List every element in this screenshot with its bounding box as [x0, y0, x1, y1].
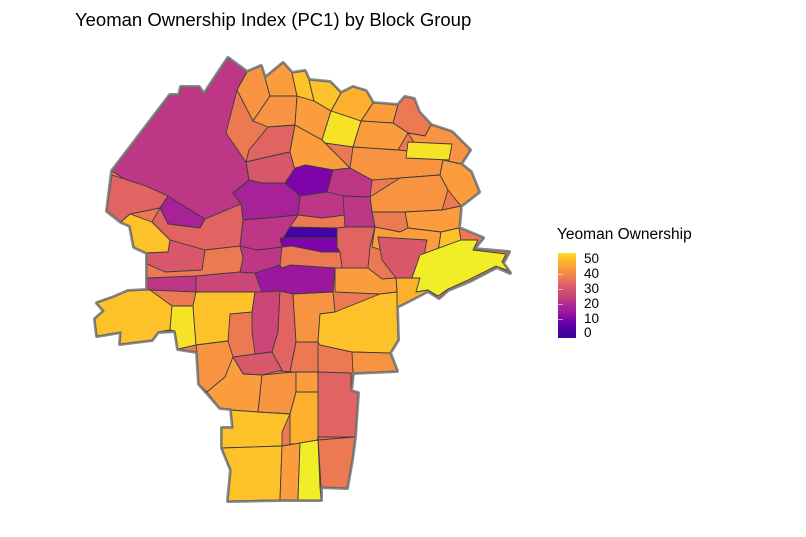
plot-title: Yeoman Ownership Index (PC1) by Block Gr…	[75, 9, 472, 30]
block-group-polygon	[254, 264, 336, 295]
colorbar-tick	[558, 289, 563, 290]
legend-tick-label: 20	[584, 296, 600, 311]
block-groups-layer	[95, 58, 510, 501]
block-group-polygon	[279, 442, 301, 501]
legend: Yeoman Ownership 50 40 30 20 10 0	[557, 226, 692, 353]
block-group-polygon	[321, 110, 362, 148]
colorbar-tick	[558, 274, 563, 275]
block-group-polygon	[257, 371, 297, 415]
block-group-polygon	[295, 371, 319, 393]
block-group-polygon	[297, 191, 346, 219]
block-group-polygon	[169, 305, 197, 350]
legend-tick-label: 30	[584, 281, 600, 296]
block-group-polygon	[405, 141, 453, 161]
legend-tick-label: 10	[584, 311, 600, 326]
block-group-polygon	[264, 62, 298, 97]
legend-body: 50 40 30 20 10 0	[557, 251, 692, 353]
colorbar-tick	[558, 304, 563, 305]
block-group-polygon	[334, 267, 398, 295]
block-group-polygon	[297, 439, 322, 501]
block-group-polygon	[289, 391, 319, 446]
block-group-polygon	[146, 239, 206, 273]
colorbar-tick	[558, 319, 563, 320]
block-group-polygon	[146, 275, 197, 293]
block-group-polygon	[342, 195, 376, 228]
legend-tick-label: 50	[584, 251, 600, 266]
block-group-polygon	[195, 271, 263, 293]
legend-colorbar	[558, 253, 576, 338]
block-group-polygon	[352, 120, 409, 151]
legend-tick-label: 0	[584, 325, 592, 340]
legend-tick-label: 40	[584, 266, 600, 281]
legend-title: Yeoman Ownership	[557, 226, 692, 243]
